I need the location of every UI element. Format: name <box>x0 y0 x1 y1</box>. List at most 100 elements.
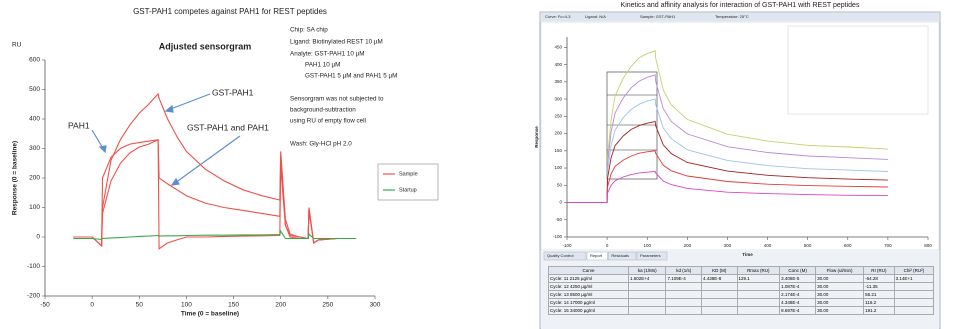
arrows <box>91 93 241 186</box>
y-tick-label: 300 <box>554 96 562 101</box>
y-tick-label: -100 <box>27 263 40 270</box>
empty-cell <box>665 282 702 291</box>
note: Analyte: GST-PAH1 10 µM <box>290 51 365 58</box>
column-header: Chi² (RU²) <box>893 266 935 275</box>
empty-cell <box>628 306 667 315</box>
x-tick-label: 200 <box>684 243 692 248</box>
series-line <box>73 139 357 250</box>
header-row: Curve ka (1/Ms) kd (1/s) KD (M) Rmax (RU) Con… <box>547 266 935 275</box>
unit-label: RU <box>12 42 22 49</box>
x-tick-label: 300 <box>370 302 381 309</box>
empty-cell <box>700 282 738 291</box>
table-cell: 4.438E-8 <box>700 274 738 283</box>
legend-label: Startup <box>399 187 417 193</box>
table-cell: 30.00 <box>815 282 865 291</box>
y-tick-label: 100 <box>29 204 40 211</box>
tab[interactable] <box>543 251 587 261</box>
x-tick-label: 800 <box>924 243 932 248</box>
table-cell: 3.14E+1 <box>893 274 935 283</box>
empty-cell <box>665 298 702 307</box>
tab[interactable] <box>586 251 608 261</box>
table-cell: -11.35 <box>863 282 895 291</box>
series-line <box>73 92 357 248</box>
legend-box <box>377 163 439 201</box>
series-line <box>73 138 357 248</box>
series-line <box>567 98 888 203</box>
y-tick-label: 350 <box>554 79 562 84</box>
report-table: Curve ka (1/Ms) kd (1/s) KD (M) Rmax (RU) Con… <box>547 266 935 315</box>
table-row: Cycle: 11 2125 µg/ml 1.602E+4 7.109E-4 4.43… <box>547 274 935 283</box>
note: GST-PAH1 5 µM and PAH1 5 µM <box>305 73 397 80</box>
table-cell: 1.602E+4 <box>628 274 667 283</box>
note: Ligand: Biotinylated REST 10 µM <box>290 39 383 46</box>
empty-cell <box>736 306 781 315</box>
y-axis-label: Response (0 = baseline) <box>12 141 19 215</box>
x-tick-label: 50 <box>136 302 144 309</box>
table-row: Cycle: 14 17000 µg/ml 4.348E-4 30.00 116.2 <box>547 298 935 307</box>
table-cell: 2.174E-4 <box>779 290 817 299</box>
empty-cell <box>893 290 935 299</box>
x-tick-label: 300 <box>724 243 732 248</box>
info-text: Sample: GST-PAH1 <box>640 14 676 19</box>
series-line <box>567 74 888 203</box>
info-text: Temperature: 25°C <box>715 14 749 19</box>
note: Wash: Gly-HCl pH 2.0 <box>290 141 352 148</box>
series-line <box>567 171 888 203</box>
table-cell: 3.406E-5 <box>779 274 817 283</box>
y-tick-label: 600 <box>29 57 40 64</box>
empty-cell <box>665 290 702 299</box>
column-header: ka (1/Ms) <box>628 266 667 275</box>
y-tick-label: 250 <box>554 113 562 118</box>
table-cell: 7.109E-4 <box>665 274 702 283</box>
x-tick-label: 0 <box>606 243 609 248</box>
empty-cell <box>736 298 781 307</box>
tab[interactable] <box>636 251 668 261</box>
y-tick-label: 100 <box>554 165 562 170</box>
annotation: PAH1 <box>68 120 90 130</box>
empty-cell <box>700 290 738 299</box>
note: using RU of empty flow cell <box>290 118 366 125</box>
table-cell: 8.697E-4 <box>779 306 817 315</box>
table-cell: Cycle: 13 8500 µg/ml <box>547 290 630 299</box>
x-tick-label: 250 <box>322 302 333 309</box>
column-header: KD (M) <box>700 266 738 275</box>
y-tick-label: 150 <box>554 148 562 153</box>
tab-label: Parameters <box>640 253 661 258</box>
empty-cell <box>893 282 935 291</box>
legend-label: Sample <box>399 171 418 177</box>
table-cell: Cycle: 11 2125 µg/ml <box>547 274 630 283</box>
tab-label: Residuals <box>611 253 629 258</box>
empty-cell <box>700 306 738 315</box>
table-cell: 30.00 <box>815 306 865 315</box>
table-cell: 191.2 <box>863 306 895 315</box>
table-cell: 116.2 <box>863 298 895 307</box>
empty-cell <box>736 282 781 291</box>
x-tick-label: -100 <box>562 243 572 248</box>
table-cell: 30.00 <box>815 298 865 307</box>
figure-header: GST-PAH1 competes against PAH1 for REST … <box>133 7 327 16</box>
empty-cell <box>893 306 935 315</box>
column-header: Flow (ul/min) <box>815 266 865 275</box>
y-tick-label: 0 <box>559 200 562 205</box>
empty-cell <box>628 282 667 291</box>
series-line <box>567 50 888 203</box>
column-header: Curve <box>547 266 630 275</box>
info-text: Ligand: N/A <box>585 14 606 19</box>
x-tick-label: 600 <box>844 243 852 248</box>
annotation: GST-PAH1 <box>212 87 254 97</box>
table-cell: -64.28 <box>863 274 895 283</box>
table-cell: Cycle: 15 34000 µg/ml <box>547 306 630 315</box>
column-header: Rmax (RU) <box>736 266 781 275</box>
y-tick-label: 300 <box>29 145 40 152</box>
table-cell: 129.1 <box>736 274 781 283</box>
empty-cell <box>628 290 667 299</box>
y-tick-label: -200 <box>27 293 40 300</box>
x-axis-label: Time <box>742 252 753 257</box>
x-tick-label: -50 <box>40 302 50 309</box>
note: Chip: SA chip <box>290 27 328 34</box>
tab-label: Quality Control <box>547 253 574 258</box>
y-tick-label: 200 <box>554 131 562 136</box>
x-tick-label: 100 <box>643 243 651 248</box>
tab[interactable] <box>608 251 637 261</box>
